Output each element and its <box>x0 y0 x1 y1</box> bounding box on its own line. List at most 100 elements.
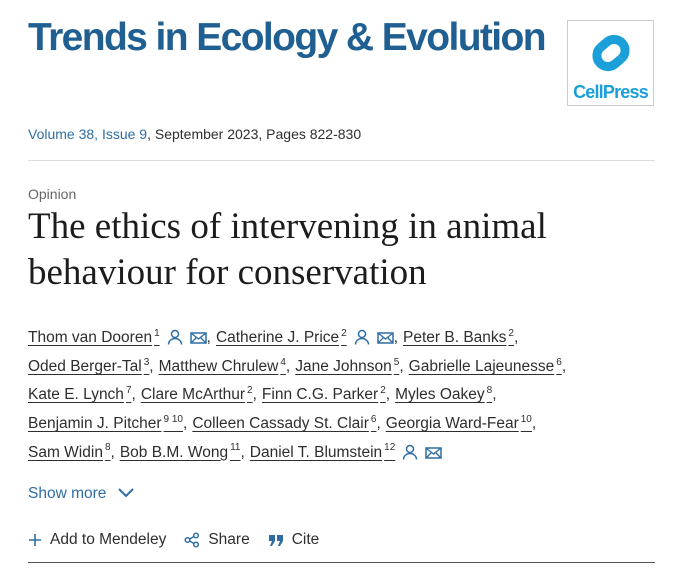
affiliation: 12 <box>384 442 396 454</box>
author-row: Sam Widin 8, Bob B.M. Wong 11, Daniel T. Blu… <box>28 434 668 463</box>
separator: , <box>561 357 567 375</box>
author-name-text: Catherine J. Price <box>215 329 340 347</box>
author-name-text: Colleen Cassady St. Clair <box>192 414 369 432</box>
author-name[interactable]: Bob B.M. Wong 11 <box>119 442 241 461</box>
affiliation: 2 <box>508 328 514 339</box>
author-name-text: Peter B. Banks <box>403 329 507 347</box>
affiliation: 5 <box>393 356 400 368</box>
affiliation: 8 <box>486 385 493 397</box>
separator: , <box>240 443 245 461</box>
author-row: Oded Berger-Tal 3, Matthew Chrulew 4, Jane J… <box>28 349 668 378</box>
author-name-text: Finn C.G. Parker <box>261 386 379 404</box>
affiliation: 6 <box>556 356 562 368</box>
action-bar: Add to Mendeley Share Cite <box>28 531 319 549</box>
separator: , <box>252 386 257 404</box>
author-list: Thom van Dooren 1, Catherine J. Price 2, Pet… <box>28 320 668 463</box>
affiliation: 9 10 <box>163 413 183 425</box>
author-name[interactable]: Benjamin J. Pitcher 9 10 <box>28 413 183 432</box>
affiliation: 6 <box>370 413 377 425</box>
separator: , <box>393 329 399 347</box>
show-more-label: Show more <box>28 485 107 502</box>
author-row: Thom van Dooren 1, Catherine J. Price 2, Pet… <box>28 320 668 349</box>
affiliation: 10 <box>520 413 532 425</box>
author-name-text: Kate E. Lynch <box>28 386 124 404</box>
author-name-text: Thom van Dooren <box>28 329 153 347</box>
email-icon[interactable] <box>376 331 394 345</box>
show-more[interactable]: Show more <box>28 485 135 503</box>
author-name[interactable]: Myles Oakey 8 <box>395 385 493 404</box>
separator: , <box>399 357 404 375</box>
person-icon[interactable] <box>354 329 370 345</box>
share-icon <box>184 532 200 548</box>
author-name[interactable]: Gabrielle Lajeunesse 6 <box>408 356 562 375</box>
chevron-icon <box>118 488 134 498</box>
email-icon[interactable] <box>425 446 443 460</box>
affiliation: 2 <box>247 385 253 397</box>
author-name-text: Bob B.M. Wong <box>119 443 229 461</box>
journal-title[interactable]: Trends in Ecology & Evolution <box>28 16 547 59</box>
author-name[interactable]: Jane Johnson 5 <box>295 356 400 375</box>
author-row: Benjamin J. Pitcher 9 10, Colleen Cassady … <box>28 406 668 435</box>
author-name[interactable]: Kate E. Lynch 7 <box>28 385 132 404</box>
author-name[interactable]: Clare McArthur 2 <box>140 385 253 404</box>
author-name[interactable]: Finn C.G. Parker 2 <box>261 385 386 404</box>
article-type: Opinion <box>28 186 77 202</box>
action-label: Add to Mendeley <box>50 531 167 548</box>
separator: , <box>492 386 497 404</box>
author-name[interactable]: Colleen Cassady St. Clair 6 <box>192 413 377 432</box>
separator: , <box>513 329 519 347</box>
separator: , <box>131 386 136 404</box>
author-name-text: Benjamin J. Pitcher <box>28 414 162 432</box>
action-button[interactable]: Cite <box>268 531 320 549</box>
publisher-logo[interactable]: CellPress <box>567 20 654 106</box>
affiliation: 4 <box>280 356 286 368</box>
plus-icon <box>29 534 41 546</box>
author-name-text: Gabrielle Lajeunesse <box>408 357 555 375</box>
article-title: The ethics of intervening in animal beha… <box>28 206 547 293</box>
author-name[interactable]: Catherine J. Price 2 <box>215 328 347 347</box>
action-button[interactable]: Add to Mendeley <box>28 531 166 549</box>
author-name-text: Clare McArthur <box>140 386 246 404</box>
affiliation: 2 <box>341 328 347 339</box>
author-name[interactable]: Thom van Dooren 1 <box>28 328 160 347</box>
author-name-text: Georgia Ward-Fear <box>385 414 519 432</box>
separator: , <box>385 386 391 404</box>
affiliation: 7 <box>125 385 132 397</box>
author-name-text: Daniel T. Blumstein <box>249 443 383 461</box>
action-label: Cite <box>291 531 320 548</box>
cite-icon <box>268 535 283 546</box>
separator: , <box>206 329 211 347</box>
person-icon[interactable] <box>167 329 183 345</box>
logo-mark <box>592 34 630 72</box>
affiliation: 11 <box>230 442 241 454</box>
author-name[interactable]: Georgia Ward-Fear 10 <box>385 413 532 432</box>
author-name[interactable]: Oded Berger-Tal 3 <box>28 356 150 375</box>
divider <box>28 562 655 563</box>
author-name[interactable]: Sam Widin 8 <box>28 442 111 461</box>
author-name-text: Matthew Chrulew <box>158 357 279 375</box>
author-name-text: Myles Oakey <box>395 386 485 404</box>
person-icon[interactable] <box>402 444 418 460</box>
separator: , <box>183 414 188 432</box>
author-name[interactable]: Peter B. Banks 2 <box>403 328 514 347</box>
author-name-text: Jane Johnson <box>295 357 392 375</box>
separator: , <box>110 443 115 461</box>
author-row: Kate E. Lynch 7, Clare McArthur 2, Finn C.G.… <box>28 377 668 406</box>
author-name[interactable]: Daniel T. Blumstein 12 <box>249 442 396 461</box>
issue-details: , September 2023, Pages 822-830 <box>147 126 362 142</box>
email-icon[interactable] <box>189 331 207 345</box>
separator: , <box>531 414 537 432</box>
affiliation: 2 <box>380 385 386 397</box>
issue-link[interactable]: Volume 38, Issue 9 <box>28 126 148 142</box>
separator: , <box>149 357 154 375</box>
divider <box>28 160 655 161</box>
author-name[interactable]: Matthew Chrulew 4 <box>158 356 286 375</box>
logo-text: CellPress <box>573 82 649 102</box>
action-button[interactable]: Share <box>184 531 250 549</box>
affiliation: 8 <box>104 442 111 454</box>
affiliation: 1 <box>154 328 160 339</box>
separator: , <box>285 357 291 375</box>
author-name-text: Sam Widin <box>28 443 103 461</box>
affiliation: 3 <box>143 356 150 368</box>
